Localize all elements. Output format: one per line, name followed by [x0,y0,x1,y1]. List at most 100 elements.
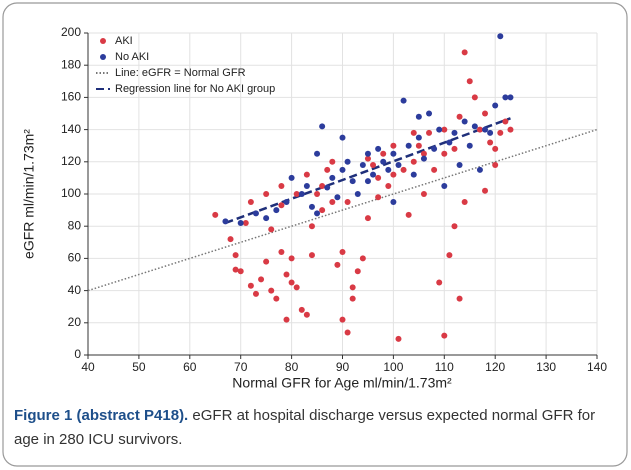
point [319,207,326,214]
point [497,33,504,40]
point [415,134,422,141]
point [278,182,285,189]
point [247,282,254,289]
y-tick-label: 160 [61,90,81,104]
point [482,187,489,194]
y-tick-label: 20 [68,315,82,329]
point [431,145,438,152]
point [451,129,458,136]
point [400,166,407,173]
point [222,218,229,225]
point [497,129,504,136]
point [252,290,259,297]
point [334,261,341,268]
point [502,118,509,125]
point [334,194,341,201]
y-tick-label: 0 [74,347,81,361]
point [354,191,361,197]
point [288,279,295,286]
x-tick-label: 40 [81,360,95,374]
point [492,162,499,169]
point [339,134,346,141]
legend-label: Regression line for No AKI group [115,83,275,95]
point [492,102,499,109]
point [237,219,244,226]
point [288,174,295,181]
point [258,276,265,283]
point [308,252,315,259]
point [461,199,468,206]
point [237,268,244,275]
point [441,182,448,189]
point [415,113,422,120]
point [385,182,392,189]
x-tick-label: 120 [485,360,505,374]
point [410,171,417,178]
point [471,123,478,130]
point [482,110,489,117]
point [441,332,448,339]
point [471,94,478,101]
point [263,191,270,197]
point [426,110,433,117]
x-tick-label: 110 [435,360,454,374]
point [293,191,300,197]
point [461,118,468,125]
point [359,255,366,262]
point [487,129,494,136]
point [339,316,346,323]
point [303,182,310,189]
point [502,94,509,101]
point [242,219,249,226]
point [308,203,315,210]
point [268,226,275,233]
point [349,284,356,291]
point [370,162,377,169]
x-tick-label: 70 [234,360,248,374]
y-tick-label: 40 [68,283,82,297]
legend-label: AKI [115,35,133,47]
point [283,271,290,278]
x-tick-label: 60 [183,360,197,374]
x-tick-label: 130 [536,360,556,374]
point [492,145,499,152]
point [441,126,448,133]
point [212,211,219,218]
point [283,199,290,206]
point [456,113,463,120]
point [314,210,321,217]
point [339,248,346,255]
x-tick-label: 80 [285,360,299,374]
point [339,166,346,173]
point [390,199,397,206]
y-tick-label: 200 [61,25,81,39]
point [349,178,356,185]
reference-line [87,128,598,292]
point [263,215,270,222]
point [314,191,321,197]
point [446,252,453,259]
point [283,316,290,323]
y-tick-label: 60 [68,251,82,265]
point [370,171,377,178]
point [390,171,397,178]
point [364,215,371,222]
point [420,191,427,197]
point [227,236,234,243]
point [303,311,310,318]
x-tick-label: 90 [336,360,350,374]
point [390,142,397,149]
point [344,199,351,206]
point [507,126,514,133]
point [410,158,417,165]
point [436,126,443,133]
point [324,166,331,173]
point [375,174,382,181]
point [278,248,285,255]
point [405,211,412,218]
point [426,129,433,136]
point [395,335,402,342]
